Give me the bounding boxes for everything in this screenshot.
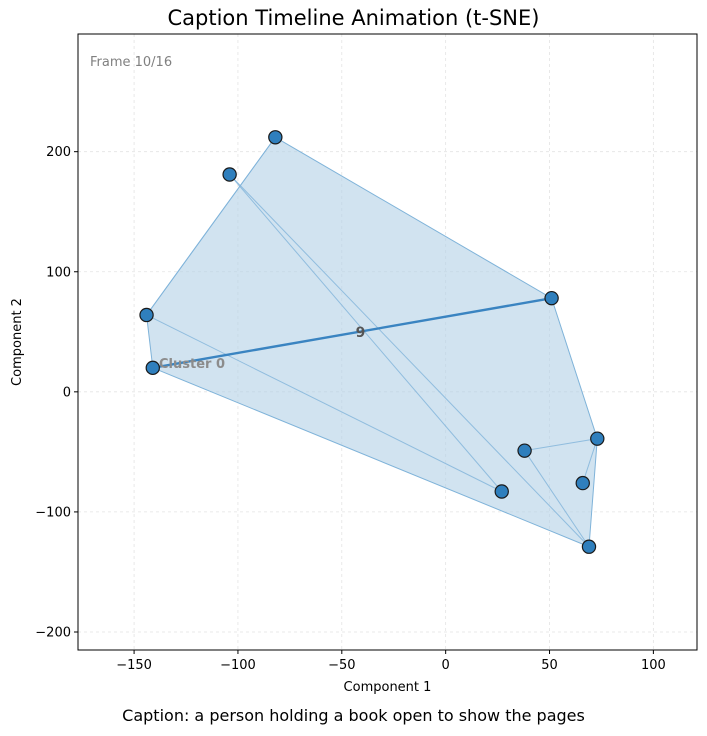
y-tick-label: −200 — [35, 625, 71, 640]
data-point — [139, 307, 154, 323]
frame-number-label: 9 — [356, 325, 366, 341]
data-point — [517, 443, 532, 458]
timeline-segment — [524, 438, 598, 452]
chart-title: Caption Timeline Animation (t-SNE) — [167, 6, 540, 30]
x-tick-label: 0 — [442, 658, 450, 673]
x-tick-label: 50 — [541, 658, 558, 673]
data-point — [268, 130, 283, 145]
data-point — [581, 539, 597, 554]
timeline-segment — [146, 136, 276, 316]
data-points — [139, 130, 605, 554]
x-tick-label: −150 — [116, 658, 152, 673]
timeline-segment — [229, 174, 503, 492]
y-tick-label: 100 — [46, 265, 71, 280]
cluster-label: Cluster 0 — [159, 357, 225, 372]
data-point — [494, 484, 509, 499]
timeline-segment — [146, 314, 502, 492]
y-tick-label: −100 — [35, 505, 71, 520]
data-point — [145, 360, 160, 376]
y-tick-label: 200 — [46, 145, 71, 160]
timeline-segment — [524, 450, 590, 548]
x-axis-label: Component 1 — [344, 680, 432, 695]
plot-frame — [77, 33, 698, 651]
data-point — [544, 290, 559, 306]
y-axis-label: Component 2 — [10, 298, 25, 386]
annotations: 9 Cluster 0 — [159, 325, 365, 372]
frame-label: Frame 10/16 — [90, 55, 172, 70]
x-tick-label: 100 — [641, 658, 666, 673]
axis-ticks: −150 −100 −50 0 50 100 −200 −100 0 100 200 — [35, 145, 666, 673]
data-point — [222, 167, 237, 182]
y-tick-label: 0 — [63, 385, 71, 400]
data-point — [590, 431, 605, 446]
timeline-segment — [229, 174, 590, 548]
caption: Caption: a person holding a book open to… — [122, 706, 585, 725]
current-segment — [152, 296, 552, 369]
data-point — [575, 475, 590, 491]
x-tick-label: −100 — [220, 658, 256, 673]
timeline-path — [146, 136, 598, 548]
x-tick-label: −50 — [328, 658, 355, 673]
timeline-segment — [582, 438, 598, 484]
